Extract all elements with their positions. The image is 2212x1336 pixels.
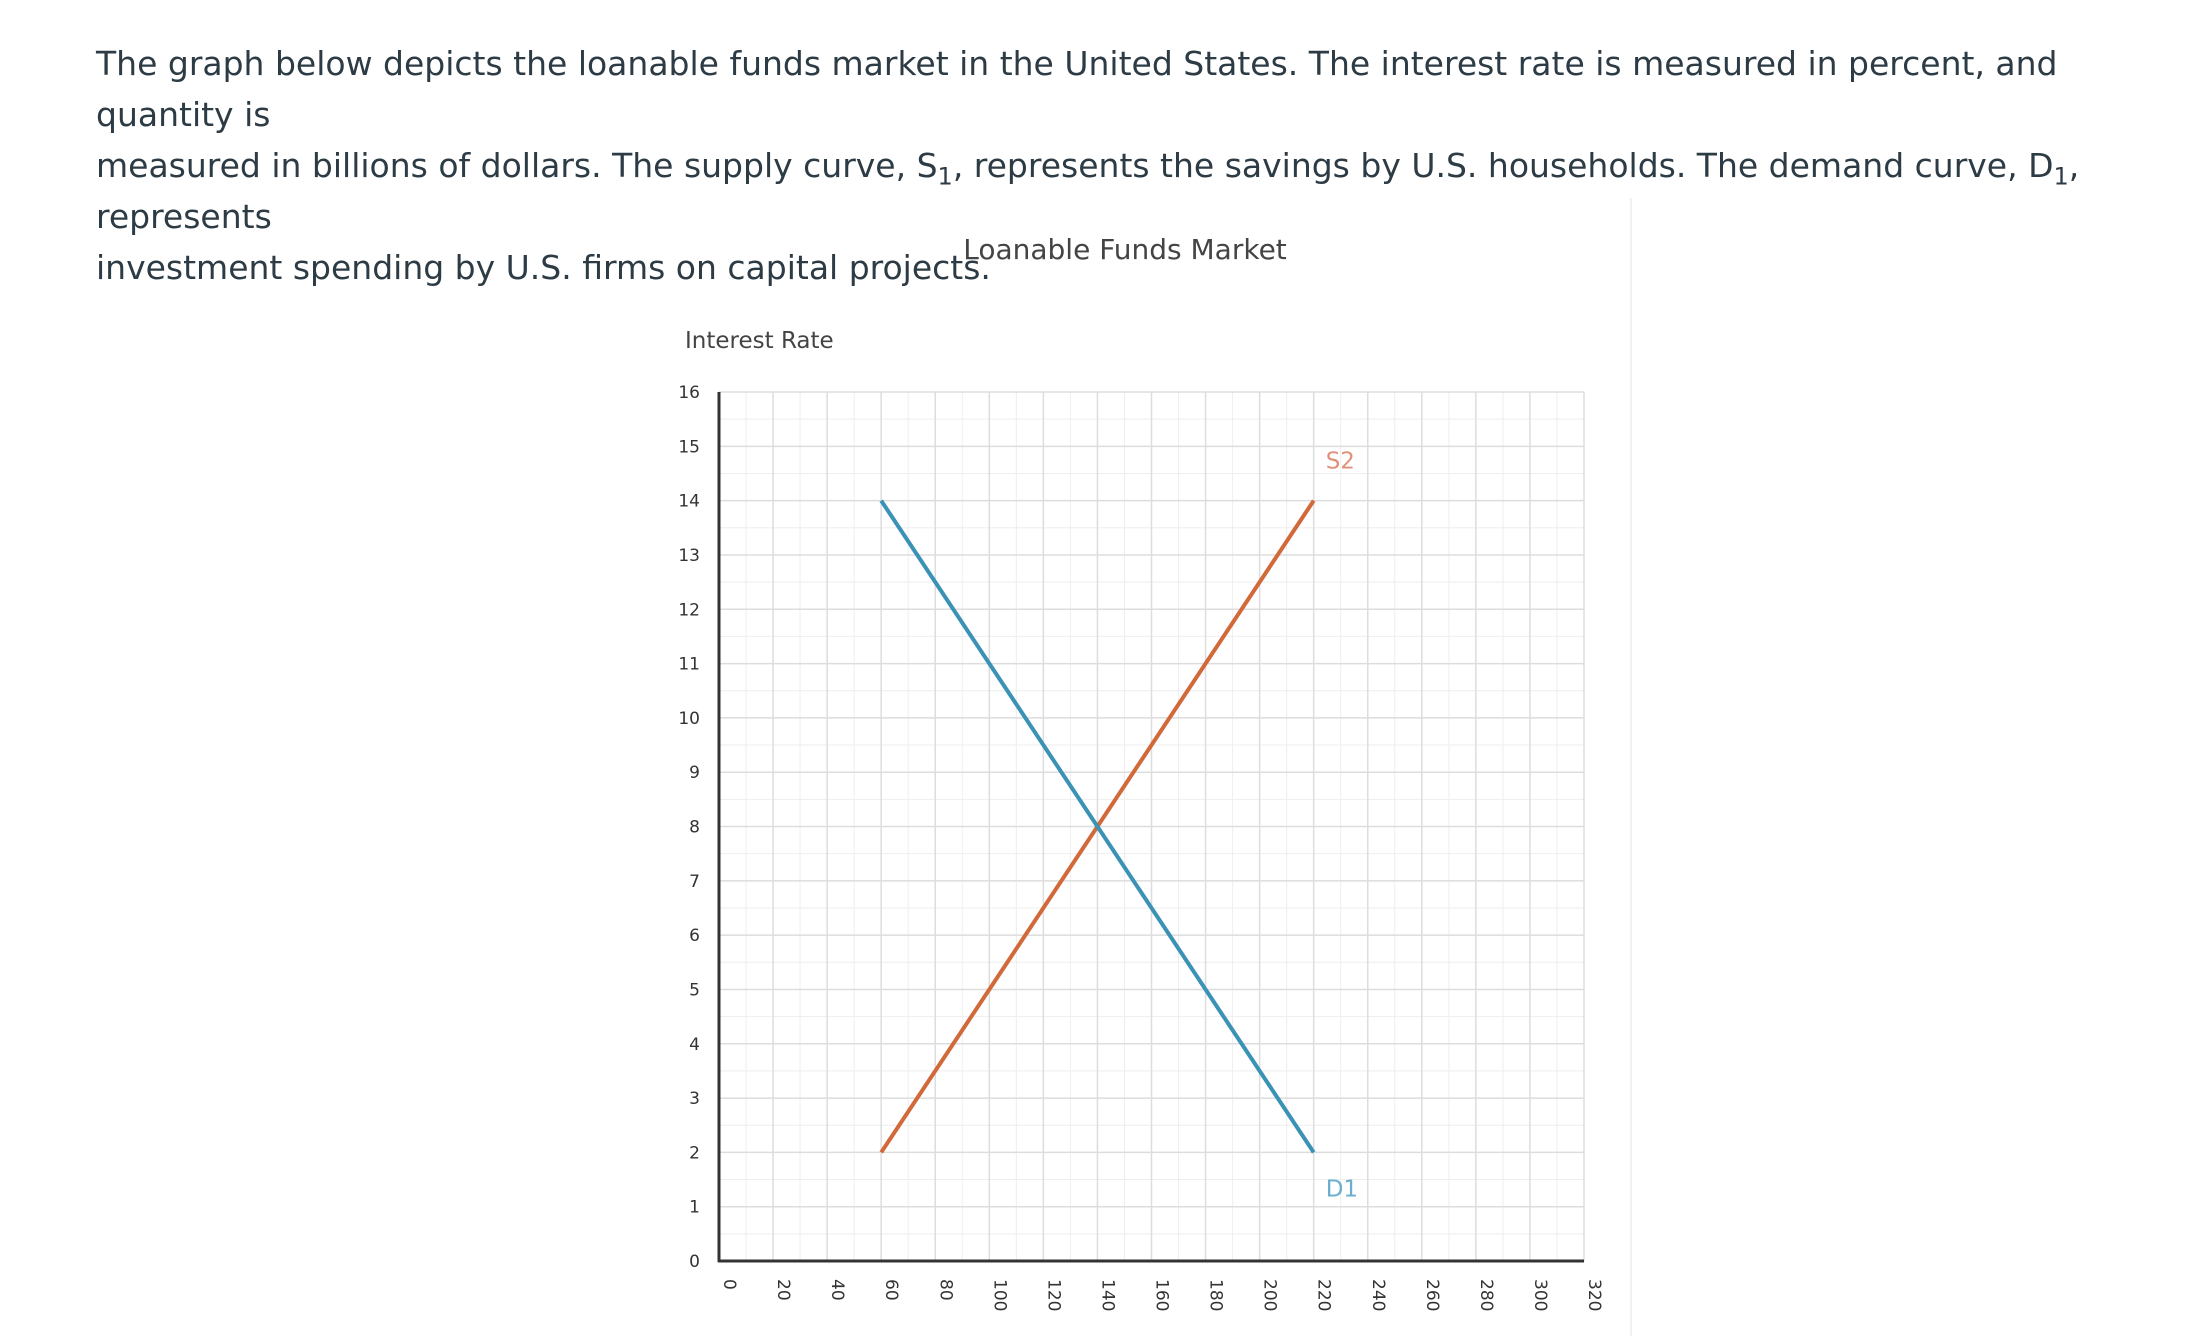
chart-title: Loanable Funds Market bbox=[963, 233, 1287, 266]
question-text: The graph below depicts the loanable fun… bbox=[96, 38, 2156, 293]
x-tick-label: 260 bbox=[1422, 1279, 1442, 1311]
panel-divider bbox=[1630, 198, 1632, 1336]
series-line-d1[interactable] bbox=[879, 499, 1316, 1154]
x-tick-label: 240 bbox=[1368, 1279, 1388, 1311]
y-tick-label: 0 bbox=[689, 1252, 700, 1272]
question-line-2-part-c: , represents the savings by U.S. househo… bbox=[952, 146, 2054, 185]
y-tick-label: 11 bbox=[678, 655, 700, 675]
x-tick-label: 0 bbox=[719, 1279, 739, 1290]
y-tick-label: 12 bbox=[678, 600, 700, 620]
y-tick-label: 3 bbox=[689, 1089, 700, 1109]
x-tick-label: 120 bbox=[1043, 1279, 1063, 1311]
question-line-3: investment spending by U.S. firms on cap… bbox=[96, 248, 991, 287]
chart-series bbox=[879, 499, 1316, 1154]
x-tick-label: 160 bbox=[1152, 1279, 1172, 1311]
chart-grid bbox=[719, 391, 1585, 1261]
supply-subscript: 1 bbox=[937, 162, 953, 191]
y-tick-label: 8 bbox=[689, 818, 700, 838]
x-tick-label: 140 bbox=[1097, 1279, 1117, 1311]
y-tick-label: 14 bbox=[678, 492, 700, 512]
x-tick-label: 100 bbox=[989, 1279, 1009, 1311]
y-tick-label: 4 bbox=[689, 1035, 700, 1055]
y-tick-label: 16 bbox=[678, 383, 700, 403]
y-tick-label: 5 bbox=[689, 980, 700, 1000]
x-tick-label: 200 bbox=[1260, 1279, 1280, 1311]
y-tick-label: 13 bbox=[678, 546, 700, 566]
x-tick-label: 220 bbox=[1314, 1279, 1334, 1311]
x-tick-label: 80 bbox=[935, 1279, 955, 1301]
x-tick-label: 60 bbox=[881, 1279, 901, 1301]
x-tick-label: 300 bbox=[1530, 1279, 1550, 1311]
series-label-s2: S2 bbox=[1326, 449, 1355, 475]
y-tick-label: 1 bbox=[689, 1198, 700, 1218]
question-line-2-part-a: measured in billions of dollars. The sup… bbox=[96, 146, 938, 185]
series-label-d1: D1 bbox=[1326, 1176, 1358, 1202]
x-tick-label: 40 bbox=[827, 1279, 847, 1301]
x-tick-label: 280 bbox=[1476, 1279, 1496, 1311]
y-tick-label: 6 bbox=[689, 926, 700, 946]
x-tick-label: 20 bbox=[773, 1279, 793, 1301]
x-tick-label: 180 bbox=[1206, 1279, 1226, 1311]
demand-subscript: 1 bbox=[2053, 162, 2069, 191]
question-line-2-part-e: , represents bbox=[96, 146, 2080, 236]
chart-axes bbox=[717, 392, 1584, 1263]
y-tick-label: 2 bbox=[689, 1143, 700, 1163]
x-tick-label: 320 bbox=[1584, 1279, 1604, 1311]
y-tick-label: 7 bbox=[689, 872, 700, 892]
y-tick-label: 10 bbox=[678, 709, 700, 729]
y-tick-label: 9 bbox=[689, 763, 700, 783]
y-axis-label: Interest Rate bbox=[685, 328, 834, 354]
y-tick-label: 15 bbox=[678, 437, 700, 457]
question-line-1: The graph below depicts the loanable fun… bbox=[96, 44, 2058, 134]
